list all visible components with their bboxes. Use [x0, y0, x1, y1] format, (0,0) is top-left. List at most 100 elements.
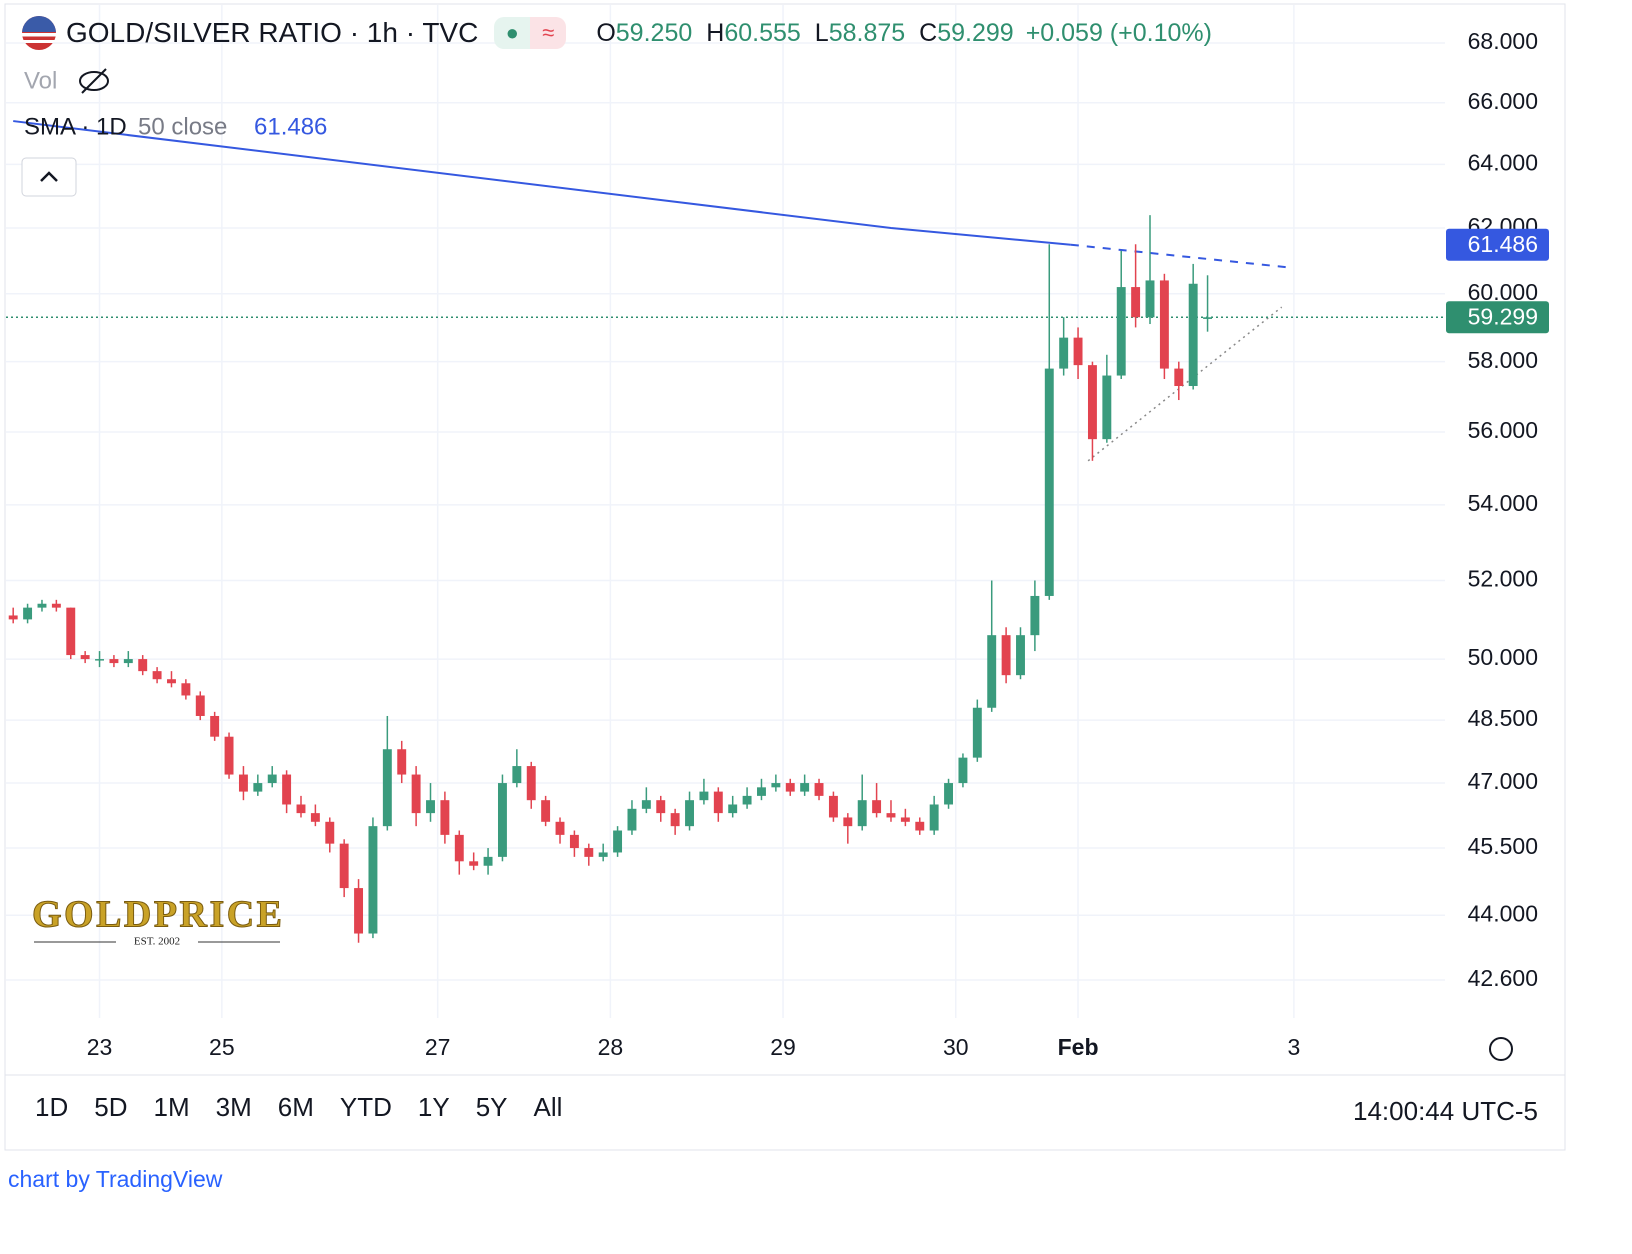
- candle-body: [670, 813, 680, 827]
- logo-sub: EST. 2002: [134, 936, 180, 948]
- range-button[interactable]: YTD: [339, 1092, 392, 1122]
- candle-body: [267, 774, 277, 784]
- candle-body: [210, 715, 220, 737]
- candle-body: [584, 848, 594, 857]
- candle-body: [685, 800, 694, 827]
- candle-body: [497, 783, 507, 857]
- candle-body: [469, 861, 479, 866]
- y-tick-label: 64.000: [1468, 150, 1538, 176]
- y-tick-label: 48.500: [1468, 705, 1538, 731]
- candle-body: [1188, 283, 1198, 387]
- candle-body: [1073, 337, 1083, 366]
- candle-body: [900, 817, 910, 822]
- range-button[interactable]: 5D: [94, 1092, 128, 1122]
- chart: 68.00066.00064.00062.00060.00058.00056.0…: [4, 3, 1566, 1151]
- ohlc-key: H: [706, 18, 725, 47]
- sma-projection: [1070, 243, 1287, 269]
- candle-body: [800, 783, 810, 792]
- range-button[interactable]: All: [533, 1092, 563, 1122]
- y-tick-label: 60.000: [1468, 279, 1538, 305]
- x-tick-label: 23: [87, 1034, 113, 1060]
- logo: GOLDPRICE: [32, 894, 282, 936]
- candle-body: [426, 800, 435, 814]
- change: +0.059 (+0.10%): [1025, 18, 1212, 47]
- candle-body: [627, 808, 637, 831]
- sma-value: 61.486: [254, 113, 327, 140]
- grid: [6, 5, 1445, 1018]
- candle-body: [51, 603, 61, 608]
- x-tick-label: 25: [209, 1034, 235, 1060]
- candle-body: [296, 804, 306, 814]
- y-tick-label: 58.000: [1468, 347, 1538, 373]
- ohlc-key: C: [919, 18, 938, 47]
- candle-body: [339, 843, 349, 889]
- candle-body: [598, 852, 608, 857]
- candle-body: [152, 671, 162, 680]
- candle-body: [1116, 287, 1126, 376]
- frame: [4, 3, 1566, 1151]
- candle-body: [1059, 337, 1069, 369]
- x-tick-label: Feb: [1058, 1034, 1099, 1060]
- y-tick-label: 54.000: [1468, 490, 1538, 516]
- candle-body: [397, 749, 407, 775]
- status-dot: ●: [494, 17, 531, 49]
- candle-body: [785, 783, 795, 792]
- trendline: [1087, 306, 1283, 462]
- candle-body: [1087, 365, 1097, 440]
- settings-icon[interactable]: [1489, 1037, 1513, 1061]
- sma-label: SMA · 1D: [24, 113, 127, 140]
- candle-body: [253, 783, 263, 792]
- candle-body: [1016, 635, 1025, 676]
- candle-body: [987, 635, 997, 708]
- sma-badge: [1446, 228, 1549, 261]
- clock: 14:00:44 UTC-5: [1353, 1096, 1538, 1126]
- range-button[interactable]: 6M: [277, 1092, 314, 1122]
- candle-body: [713, 791, 723, 814]
- range-button[interactable]: 1Y: [417, 1092, 450, 1122]
- candle-body: [1159, 280, 1169, 369]
- candle-body: [872, 800, 882, 814]
- ohlc-value: 60.555: [724, 18, 801, 47]
- y-tick-label: 56.000: [1468, 417, 1538, 443]
- y-tick-label: 50.000: [1468, 644, 1538, 670]
- candle-body: [8, 615, 18, 620]
- ohlc-value: 59.250: [615, 18, 693, 47]
- candle-body: [224, 736, 234, 775]
- candle-body: [109, 659, 119, 664]
- candle-body: [138, 659, 148, 672]
- sma-params: 50 close: [138, 113, 227, 140]
- candle-body: [1131, 287, 1141, 318]
- candle-body: [1044, 368, 1054, 596]
- x-tick-label: 3: [1288, 1034, 1301, 1060]
- hidden-eye-icon[interactable]: [79, 68, 109, 94]
- candle-body: [95, 659, 104, 661]
- y-tick-label: 45.500: [1468, 833, 1538, 859]
- candle-body: [1030, 595, 1040, 636]
- axes: 68.00066.00064.00062.00060.00058.00056.0…: [87, 28, 1549, 1060]
- candle-body: [728, 804, 738, 814]
- candle-body: [613, 830, 623, 853]
- ohlc-key: L: [814, 18, 829, 47]
- range-button[interactable]: 5Y: [475, 1092, 508, 1122]
- candle-body: [310, 813, 320, 822]
- candle-body: [167, 679, 176, 684]
- candle-body: [972, 707, 982, 758]
- candle-body: [512, 766, 522, 784]
- range-button[interactable]: 1M: [153, 1092, 190, 1122]
- range-button[interactable]: 3M: [215, 1092, 252, 1122]
- candle-body: [555, 821, 565, 835]
- status-pill[interactable]: ● ≈: [494, 17, 567, 49]
- y-tick-label: 52.000: [1468, 566, 1538, 592]
- candle-body: [569, 834, 579, 849]
- candle-body: [814, 783, 824, 796]
- collapse-button[interactable]: [21, 157, 77, 197]
- ohlc-value: 58.875: [828, 18, 906, 47]
- range-button[interactable]: 1D: [35, 1092, 69, 1122]
- y-tick-label: 68.000: [1468, 28, 1538, 54]
- symbol-title: GOLD/SILVER RATIO · 1h · TVC: [66, 17, 479, 48]
- last-price-label: 59.299: [1468, 303, 1538, 329]
- ohlc-value: 59.299: [937, 18, 1014, 47]
- candle-body: [368, 826, 378, 934]
- y-tick-label: 44.000: [1468, 900, 1538, 926]
